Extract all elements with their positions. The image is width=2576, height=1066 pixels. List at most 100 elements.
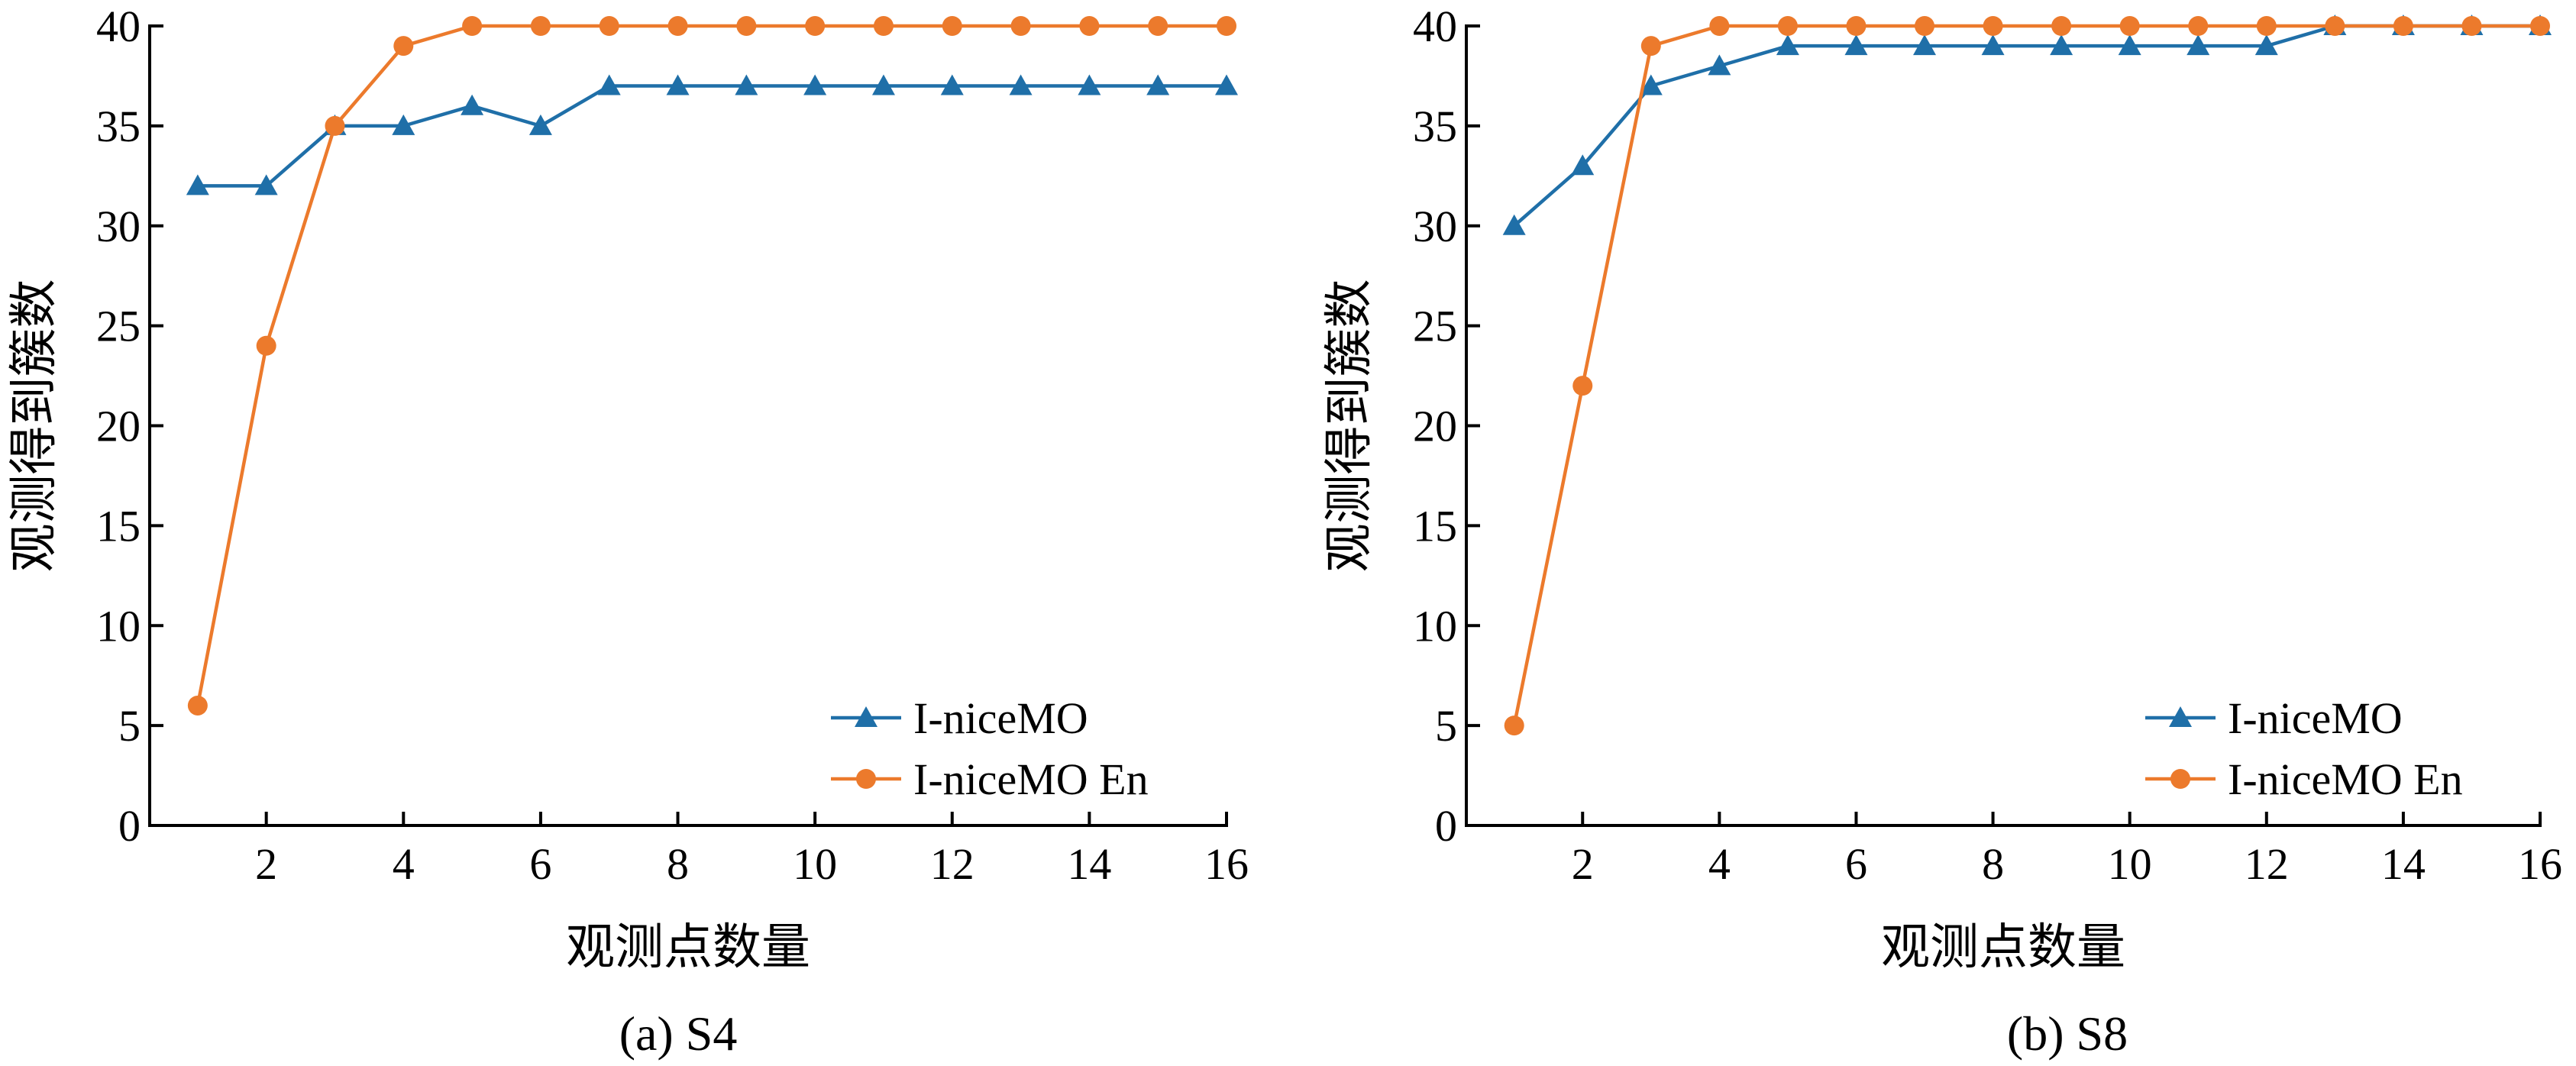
data-point-circle <box>873 16 894 36</box>
data-point-triangle <box>528 114 552 135</box>
data-point-triangle <box>735 74 758 95</box>
data-point-circle <box>1010 16 1031 36</box>
series-line-2 <box>1512 24 2540 726</box>
data-point-circle <box>1915 16 1935 36</box>
data-point-triangle <box>461 94 484 115</box>
x-tick-label: 6 <box>1845 839 1867 889</box>
series-line-1 <box>197 84 1227 188</box>
x-axis-label: 观测点数量 <box>1881 920 2125 974</box>
data-point-triangle <box>2050 34 2073 56</box>
x-tick-label: 4 <box>1708 839 1731 889</box>
data-point-circle <box>736 16 757 36</box>
data-point-circle <box>393 36 414 57</box>
y-tick-label: 20 <box>96 402 141 451</box>
data-point-circle <box>2188 16 2209 36</box>
x-tick-label: 12 <box>2245 839 2289 889</box>
legend-label: I-niceMO <box>2228 693 2403 743</box>
legend-marker-circle <box>856 769 876 789</box>
x-tick-label: 14 <box>1067 839 1111 889</box>
legend-label: I-niceMO En <box>913 754 1149 804</box>
data-point-triangle <box>1913 34 1937 56</box>
x-tick-label: 6 <box>529 839 551 889</box>
y-tick-label: 10 <box>96 601 141 651</box>
data-point-triangle <box>2187 34 2210 56</box>
x-tick-label: 2 <box>1572 839 1594 889</box>
y-tick-label: 30 <box>96 202 141 251</box>
data-point-circle <box>462 16 483 36</box>
data-point-circle <box>1148 16 1168 36</box>
data-point-circle <box>256 335 276 356</box>
y-tick-label: 40 <box>96 2 141 51</box>
data-point-circle <box>187 695 208 716</box>
x-tick-label: 16 <box>2518 839 2562 889</box>
x-tick-label: 4 <box>393 839 415 889</box>
data-point-triangle <box>1981 34 2005 56</box>
y-tick-label: 15 <box>96 501 141 551</box>
y-tick-label: 20 <box>1413 402 1457 451</box>
y-tick-label: 25 <box>96 302 141 351</box>
legend-marker-circle <box>2170 769 2190 789</box>
data-point-triangle <box>597 74 621 95</box>
y-tick-label: 30 <box>1413 202 1457 251</box>
data-point-circle <box>667 16 688 36</box>
data-point-triangle <box>1571 154 1595 176</box>
data-point-circle <box>1504 716 1524 736</box>
legend-label: I-niceMO En <box>2228 754 2463 804</box>
data-point-triangle <box>186 174 209 195</box>
data-point-triangle <box>803 74 827 95</box>
data-point-circle <box>1846 16 1867 36</box>
x-tick-label: 8 <box>667 839 689 889</box>
data-point-triangle <box>1146 74 1170 95</box>
data-point-triangle <box>254 174 278 195</box>
chart-caption: (a) S4 <box>619 1006 738 1061</box>
y-tick-label: 10 <box>1413 601 1457 651</box>
data-point-circle <box>2051 16 2072 36</box>
x-tick-label: 12 <box>930 839 974 889</box>
x-tick-label: 2 <box>255 839 277 889</box>
data-point-triangle <box>1215 74 1238 95</box>
y-tick-label: 35 <box>96 102 141 151</box>
data-point-triangle <box>1078 74 1101 95</box>
x-tick-label: 8 <box>1982 839 2004 889</box>
data-point-triangle <box>1502 214 1526 235</box>
data-point-circle <box>2325 16 2345 36</box>
data-point-triangle <box>1639 74 1663 95</box>
data-point-circle <box>942 16 962 36</box>
data-point-triangle <box>392 114 415 135</box>
legend-label: I-niceMO <box>913 693 1088 743</box>
data-point-circle <box>1217 16 1236 36</box>
data-point-circle <box>1572 376 1593 396</box>
x-tick-label: 10 <box>793 839 837 889</box>
legend-marker-triangle <box>855 706 878 727</box>
data-point-triangle <box>2254 34 2278 56</box>
series-line-2 <box>196 24 1227 706</box>
data-point-circle <box>1777 16 1798 36</box>
x-tick-label: 16 <box>1204 839 1249 889</box>
data-point-triangle <box>940 74 964 95</box>
data-point-triangle <box>871 74 895 95</box>
data-point-triangle <box>2118 34 2141 56</box>
data-point-circle <box>1079 16 1100 36</box>
series-line-1 <box>1513 24 2540 228</box>
chart-caption: (b) S8 <box>2007 1006 2128 1061</box>
y-tick-label: 5 <box>1435 701 1457 751</box>
y-axis-label: 观测得到簇数 <box>1322 279 1376 573</box>
data-point-triangle <box>666 74 690 95</box>
y-tick-label: 0 <box>1435 801 1457 851</box>
y-tick-label: 35 <box>1413 102 1457 151</box>
data-point-circle <box>1709 16 1730 36</box>
data-point-circle <box>530 16 551 36</box>
x-axis-label: 观测点数量 <box>566 920 810 974</box>
data-point-circle <box>805 16 826 36</box>
data-point-circle <box>1983 16 2003 36</box>
y-tick-label: 15 <box>1413 501 1457 551</box>
data-point-circle <box>2530 16 2550 36</box>
y-tick-label: 5 <box>118 701 141 751</box>
data-point-circle <box>599 16 619 36</box>
data-point-triangle <box>1844 34 1868 56</box>
y-tick-label: 0 <box>118 801 141 851</box>
data-point-circle <box>2256 16 2277 36</box>
